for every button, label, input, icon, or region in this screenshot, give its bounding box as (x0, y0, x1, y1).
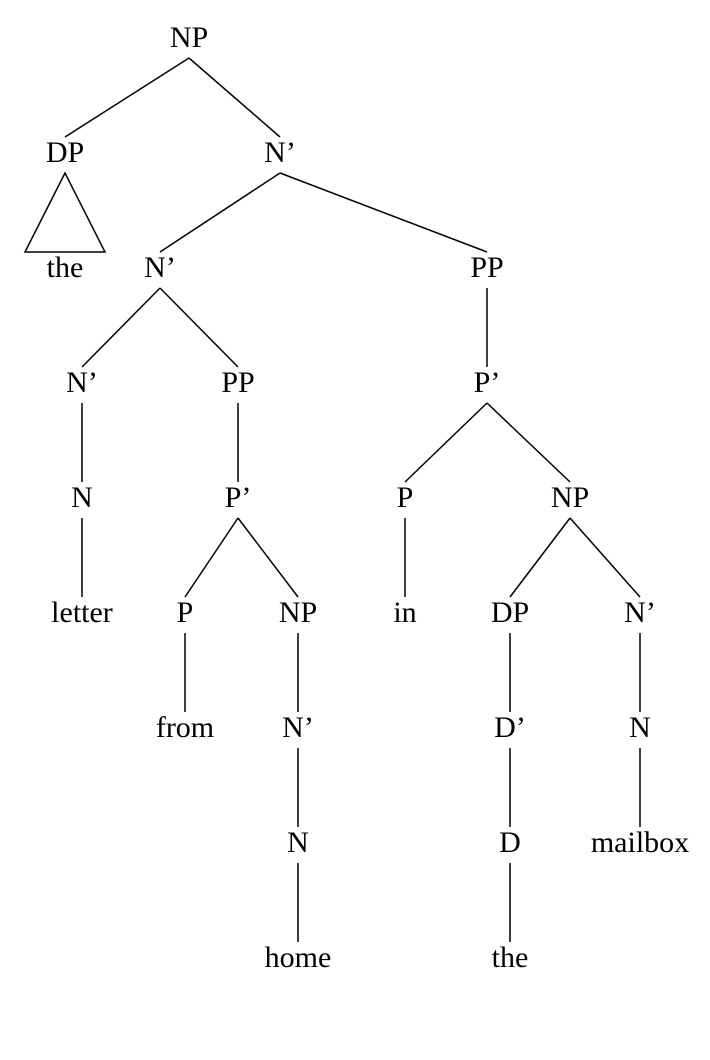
tree-node-label: P’ (225, 481, 252, 514)
tree-node-label: N’ (624, 596, 656, 629)
tree-node-label: DP (491, 596, 529, 629)
tree-node-label: N’ (144, 251, 176, 284)
tree-node-label: the (492, 941, 529, 974)
tree-node-label: in (393, 596, 416, 629)
tree-triangle (25, 173, 105, 252)
tree-edge (185, 518, 238, 597)
tree-node-label: NP (170, 21, 208, 54)
syntax-tree-diagram: NP DP N’ the N’ PP N’ PP P’ N P’ P NP letter P NP in DP N’… (0, 0, 710, 1060)
tree-node-label: from (156, 711, 214, 744)
tree-edge (160, 288, 238, 367)
tree-node-label: P (177, 596, 194, 629)
tree-node-label: N (629, 711, 651, 744)
tree-edge (280, 173, 487, 252)
tree-node-label: N’ (282, 711, 314, 744)
tree-node-label: NP (279, 596, 317, 629)
tree-node-label: N (287, 826, 309, 859)
tree-node-label: P (397, 481, 414, 514)
tree-edge (487, 403, 570, 482)
tree-edge (160, 173, 280, 252)
tree-node-label: N’ (264, 136, 296, 169)
tree-node-label: letter (51, 596, 113, 629)
tree-node-label: mailbox (591, 826, 689, 859)
tree-node-label: home (265, 941, 332, 974)
tree-edge (570, 518, 640, 597)
tree-node-label: NP (551, 481, 589, 514)
tree-edge (82, 288, 160, 367)
tree-edge (405, 403, 487, 482)
tree-edge (189, 58, 280, 137)
tree-node-label: N (71, 481, 93, 514)
tree-node-label: PP (221, 366, 254, 399)
tree-edge (65, 58, 189, 137)
tree-node-label: D’ (494, 711, 526, 744)
tree-node-label: DP (46, 136, 84, 169)
tree-node-label: the (47, 251, 84, 284)
tree-node-label: N’ (66, 366, 98, 399)
tree-node-label: PP (470, 251, 503, 284)
tree-node-label: P’ (474, 366, 501, 399)
tree-edge (510, 518, 570, 597)
tree-node-label: D (499, 826, 521, 859)
tree-edge (238, 518, 298, 597)
